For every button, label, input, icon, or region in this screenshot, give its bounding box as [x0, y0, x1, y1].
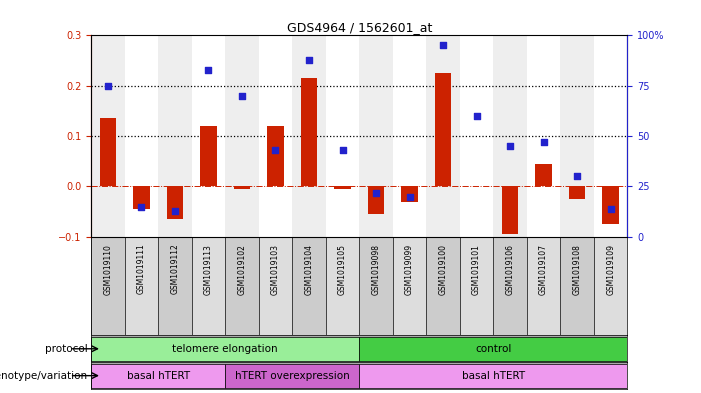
- Bar: [233, 186, 250, 189]
- Bar: [560, 237, 594, 335]
- Bar: [267, 126, 284, 186]
- Bar: [401, 186, 418, 202]
- Bar: [426, 35, 460, 237]
- Point: [505, 143, 516, 149]
- Text: GSM1019098: GSM1019098: [372, 244, 381, 295]
- Text: GSM1019113: GSM1019113: [204, 244, 213, 295]
- Point: [370, 189, 381, 196]
- Bar: [292, 237, 326, 335]
- Text: GSM1019109: GSM1019109: [606, 244, 615, 295]
- Point: [337, 147, 348, 153]
- Bar: [100, 118, 116, 186]
- Bar: [334, 186, 351, 189]
- Bar: [435, 73, 451, 186]
- Bar: [494, 237, 527, 335]
- Bar: [91, 364, 225, 388]
- Bar: [594, 237, 627, 335]
- Bar: [527, 35, 560, 237]
- Bar: [326, 237, 359, 335]
- Bar: [359, 337, 627, 361]
- Bar: [191, 237, 225, 335]
- Bar: [191, 35, 225, 237]
- Text: GSM1019107: GSM1019107: [539, 244, 548, 295]
- Bar: [259, 237, 292, 335]
- Text: GSM1019104: GSM1019104: [304, 244, 313, 295]
- Bar: [125, 237, 158, 335]
- Title: GDS4964 / 1562601_at: GDS4964 / 1562601_at: [287, 21, 432, 34]
- Text: protocol: protocol: [45, 344, 88, 354]
- Bar: [200, 126, 217, 186]
- Text: GSM1019100: GSM1019100: [439, 244, 447, 295]
- Bar: [527, 237, 560, 335]
- Bar: [225, 364, 360, 388]
- Bar: [393, 35, 426, 237]
- Point: [270, 147, 281, 153]
- Text: GSM1019101: GSM1019101: [472, 244, 481, 295]
- Bar: [393, 237, 426, 335]
- Text: GSM1019105: GSM1019105: [338, 244, 347, 295]
- Bar: [259, 35, 292, 237]
- Bar: [91, 237, 125, 335]
- Bar: [225, 35, 259, 237]
- Bar: [225, 237, 259, 335]
- Text: basal hTERT: basal hTERT: [462, 371, 525, 381]
- Bar: [460, 35, 494, 237]
- Bar: [133, 186, 150, 209]
- Bar: [359, 237, 393, 335]
- Point: [571, 173, 583, 180]
- Bar: [560, 35, 594, 237]
- Bar: [594, 35, 627, 237]
- Bar: [359, 364, 627, 388]
- Bar: [91, 35, 125, 237]
- Bar: [292, 35, 326, 237]
- Text: GSM1019112: GSM1019112: [170, 244, 179, 294]
- Text: genotype/variation: genotype/variation: [0, 371, 88, 381]
- Bar: [502, 186, 519, 234]
- Text: GSM1019108: GSM1019108: [573, 244, 582, 295]
- Bar: [167, 186, 183, 219]
- Point: [136, 204, 147, 210]
- Point: [304, 57, 315, 63]
- Text: GSM1019110: GSM1019110: [103, 244, 112, 295]
- Point: [437, 42, 449, 49]
- Bar: [536, 164, 552, 186]
- Bar: [460, 237, 494, 335]
- Text: GSM1019102: GSM1019102: [238, 244, 247, 295]
- Bar: [301, 78, 318, 186]
- Bar: [602, 186, 619, 224]
- Bar: [158, 35, 191, 237]
- Text: GSM1019106: GSM1019106: [505, 244, 515, 295]
- Bar: [367, 186, 384, 214]
- Point: [471, 113, 482, 119]
- Point: [236, 93, 247, 99]
- Point: [170, 208, 181, 214]
- Bar: [359, 35, 393, 237]
- Bar: [426, 237, 460, 335]
- Text: telomere elongation: telomere elongation: [172, 344, 278, 354]
- Bar: [494, 35, 527, 237]
- Text: GSM1019103: GSM1019103: [271, 244, 280, 295]
- Bar: [91, 337, 359, 361]
- Point: [203, 66, 214, 73]
- Bar: [569, 186, 585, 199]
- Bar: [326, 35, 359, 237]
- Text: basal hTERT: basal hTERT: [127, 371, 190, 381]
- Text: hTERT overexpression: hTERT overexpression: [235, 371, 350, 381]
- Text: GSM1019111: GSM1019111: [137, 244, 146, 294]
- Text: control: control: [475, 344, 512, 354]
- Point: [102, 83, 114, 89]
- Text: GSM1019099: GSM1019099: [405, 244, 414, 295]
- Point: [404, 193, 415, 200]
- Bar: [125, 35, 158, 237]
- Bar: [158, 237, 191, 335]
- Point: [538, 139, 549, 145]
- Point: [605, 206, 616, 212]
